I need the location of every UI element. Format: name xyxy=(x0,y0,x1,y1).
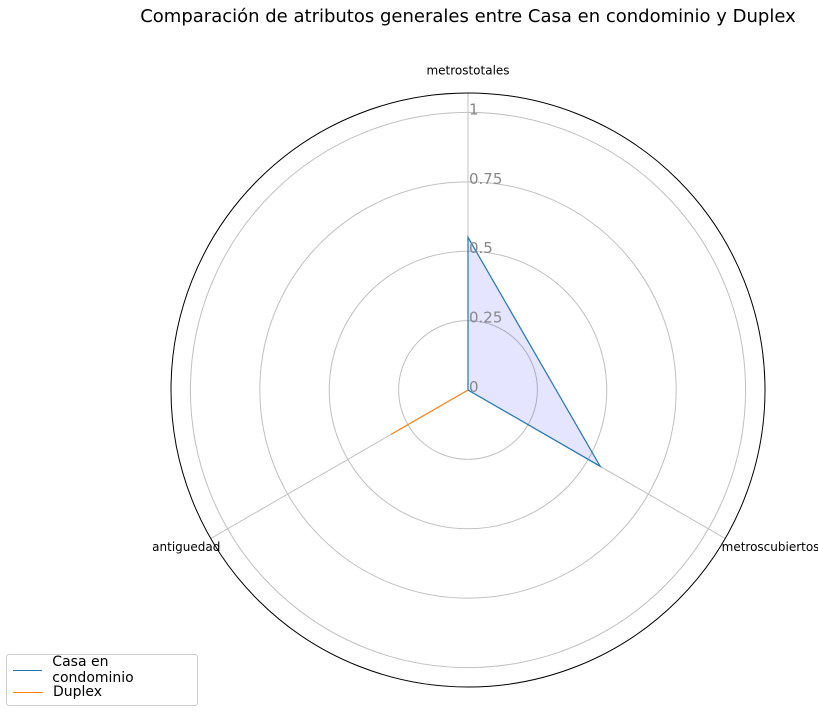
legend-label-casa: Casa en condominio xyxy=(52,654,134,686)
rtick-label: 1 xyxy=(469,100,479,118)
series-line-duplex xyxy=(390,389,469,435)
axis-labels: metrostotales metroscubiertos antiguedad xyxy=(152,63,818,553)
series-line-casa xyxy=(467,235,602,468)
radar-outer-frame xyxy=(170,92,766,688)
legend-swatch-casa xyxy=(13,669,43,671)
legend-swatch-duplex xyxy=(13,691,43,693)
legend-item-duplex: Duplex xyxy=(13,681,191,703)
radial-tick-labels: 0 0.25 0.5 0.75 1 xyxy=(469,100,502,396)
chart-title: Comparación de atributos generales entre… xyxy=(140,6,796,27)
legend-label-duplex: Duplex xyxy=(53,684,103,700)
legend-item-casa: Casa en condominio xyxy=(13,654,191,686)
radar-series xyxy=(390,235,602,468)
axis-label-metroscubiertos: metroscubiertos xyxy=(722,540,818,554)
rtick-label: 0.75 xyxy=(469,170,502,188)
axis-label-antiguedad: antiguedad xyxy=(152,540,220,554)
axis-label-metrostotales: metrostotales xyxy=(426,63,509,77)
rtick-label: 0.5 xyxy=(469,239,493,257)
rtick-label: 0 xyxy=(469,378,479,396)
legend: Casa en condominio Duplex xyxy=(6,654,198,706)
rtick-label: 0.25 xyxy=(469,309,502,327)
